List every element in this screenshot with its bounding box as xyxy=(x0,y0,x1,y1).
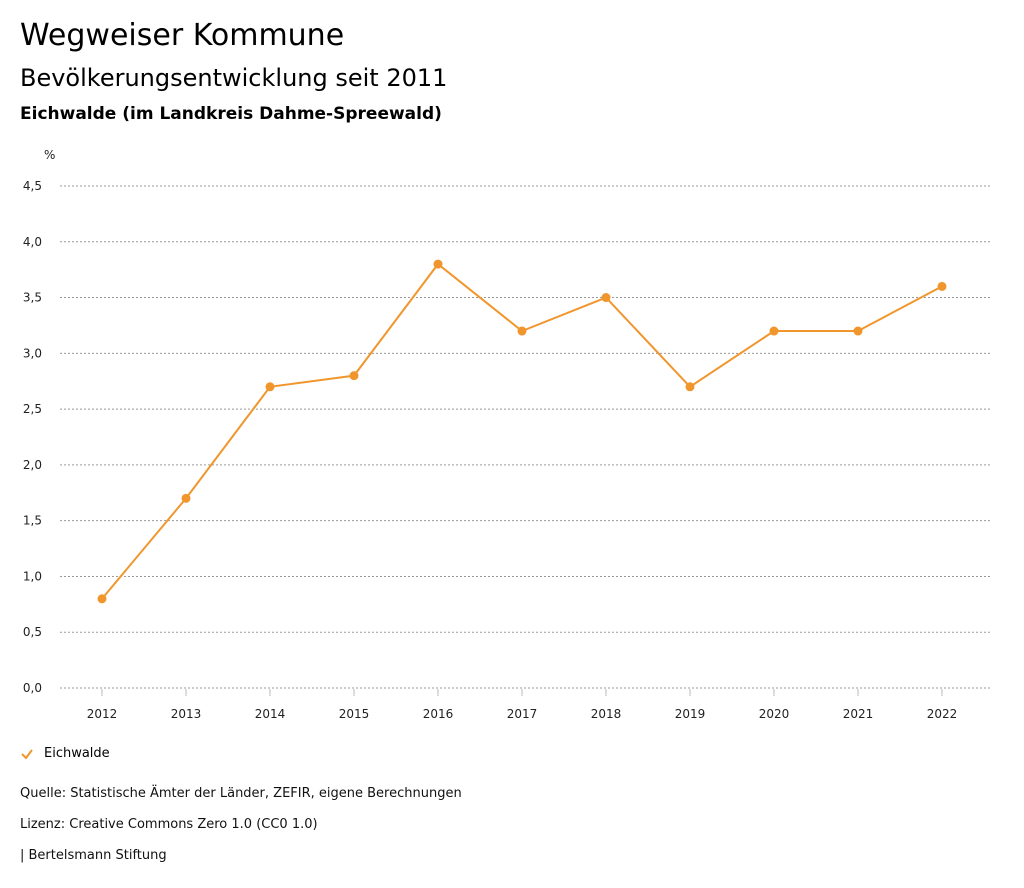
data-point xyxy=(433,259,443,269)
y-tick-label: 2,0 xyxy=(23,458,42,472)
y-tick-label: 3,0 xyxy=(23,346,42,360)
y-tick-label: 3,5 xyxy=(23,291,42,305)
y-tick-label: 4,5 xyxy=(23,179,42,193)
y-tick-label: 1,5 xyxy=(23,514,42,528)
x-tick-label: 2013 xyxy=(171,707,202,721)
data-point xyxy=(853,326,863,336)
x-tick-label: 2019 xyxy=(675,707,706,721)
y-tick-label: 0,5 xyxy=(23,625,42,639)
line-chart: % 0,0 0,5 1,0 1,5 2,0 2,5 3,0 3,5 4,0 4,5 2012 2013… xyxy=(23,148,990,721)
legend-item-eichwalde[interactable]: Eichwalde xyxy=(20,746,110,761)
data-point xyxy=(349,371,359,381)
license-text: Lizenz: Creative Commons Zero 1.0 (CC0 1… xyxy=(20,817,318,832)
data-point xyxy=(769,326,779,336)
data-point xyxy=(265,382,275,392)
region-label: Eichwalde (im Landkreis Dahme-Spreewald) xyxy=(20,104,442,124)
x-tick-label: 2020 xyxy=(759,707,790,721)
y-tick-label: 1,0 xyxy=(23,569,42,583)
data-point xyxy=(937,281,947,291)
x-tick-label: 2017 xyxy=(507,707,538,721)
series-line xyxy=(101,262,943,600)
data-point xyxy=(97,594,107,604)
x-tick-label: 2021 xyxy=(843,707,874,721)
x-tick-label: 2016 xyxy=(423,707,454,721)
legend-label: Eichwalde xyxy=(44,746,110,761)
source-text: Quelle: Statistische Ämter der Länder, Z… xyxy=(20,786,462,801)
data-point xyxy=(685,382,695,392)
chart-subtitle: Bevölkerungsentwicklung seit 2011 xyxy=(20,64,448,92)
data-point xyxy=(181,493,191,503)
y-tick-label: 0,0 xyxy=(23,681,42,695)
checkmark-icon xyxy=(21,748,33,760)
x-tick-label: 2012 xyxy=(87,707,118,721)
x-tick-label: 2015 xyxy=(339,707,370,721)
x-tick-label: 2014 xyxy=(255,707,286,721)
y-tick-label: 2,5 xyxy=(23,402,42,416)
x-tick-label: 2018 xyxy=(591,707,622,721)
page-title: Wegweiser Kommune xyxy=(20,18,345,53)
data-point xyxy=(517,326,527,336)
x-tick-label: 2022 xyxy=(927,707,958,721)
brand-text: | Bertelsmann Stiftung xyxy=(20,848,167,863)
y-axis-label: % xyxy=(44,148,55,162)
y-tick-label: 4,0 xyxy=(23,235,42,249)
data-point xyxy=(601,293,611,303)
